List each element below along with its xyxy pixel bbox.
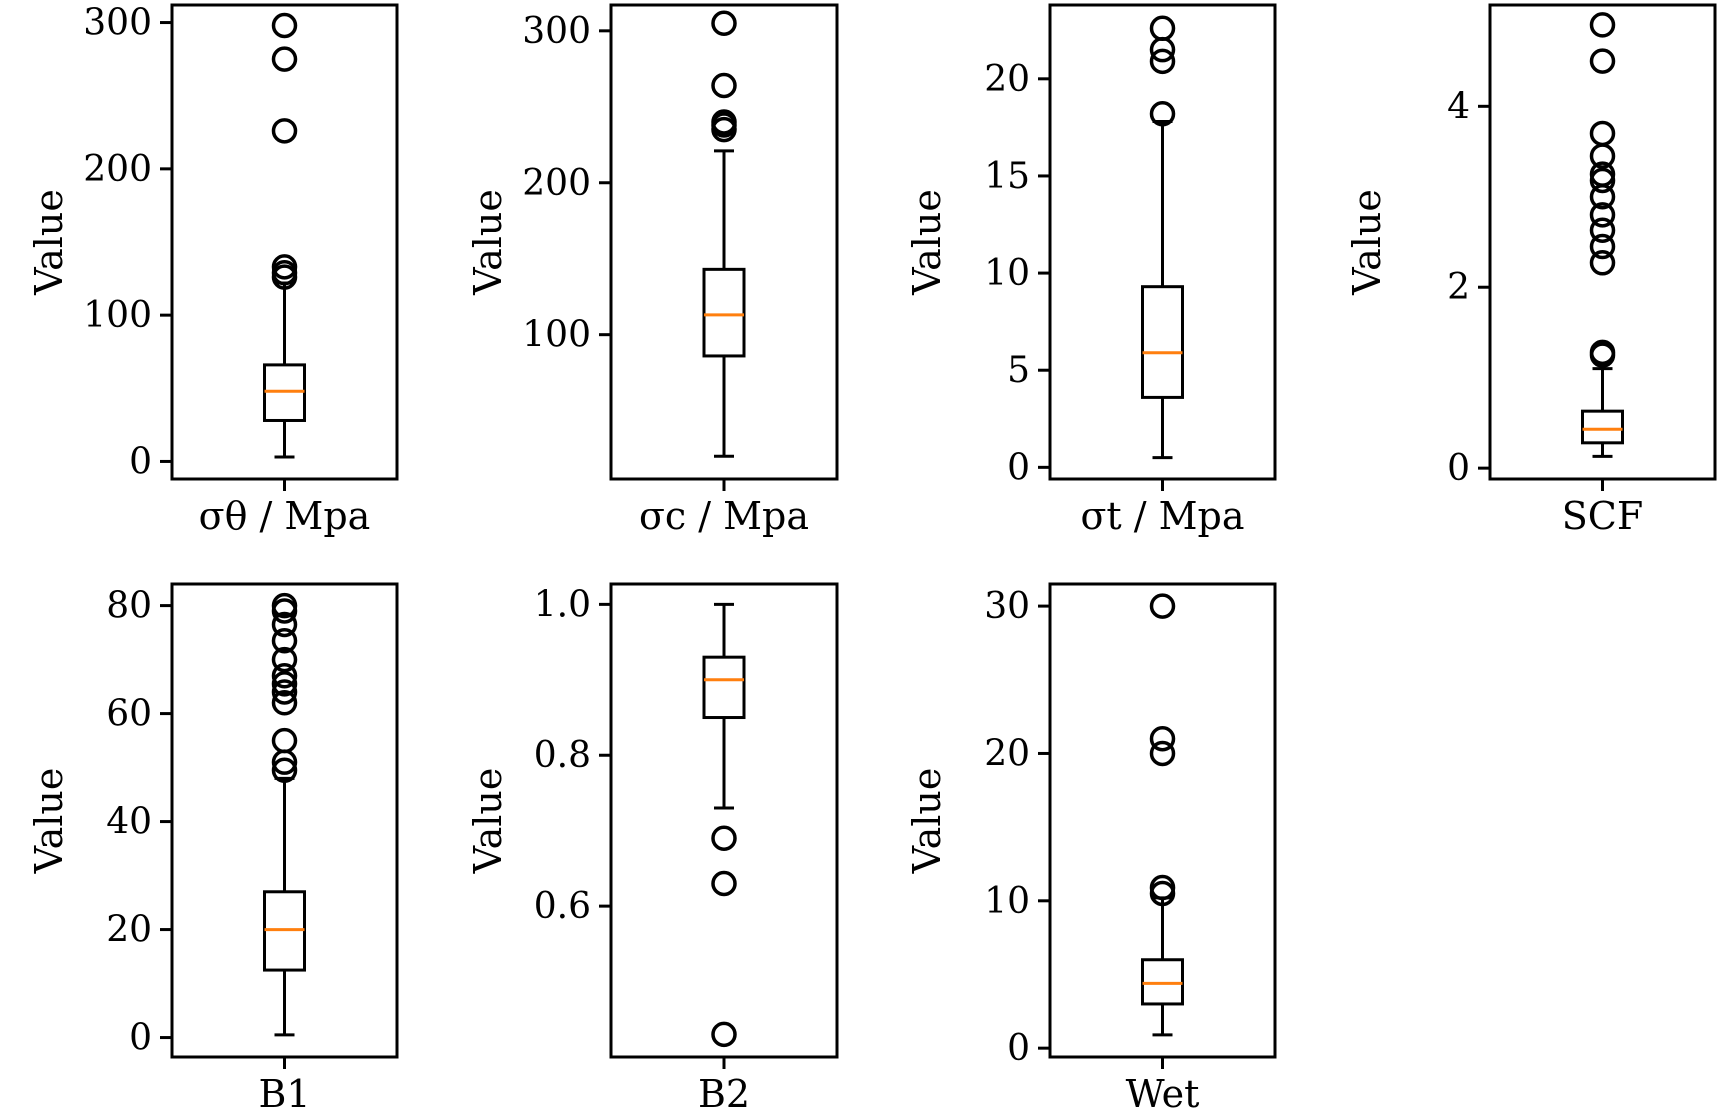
- y-tick-label: 200: [522, 163, 591, 204]
- outlier-point: [1589, 217, 1616, 243]
- outlier-point: [711, 10, 737, 36]
- outlier-point: [711, 825, 737, 851]
- outlier-point: [711, 109, 737, 135]
- y-tick-label: 2: [1447, 267, 1470, 308]
- y-tick-label: 15: [984, 156, 1030, 197]
- y-tick-label: 0: [1447, 448, 1470, 489]
- plot-frame: [170, 3, 399, 481]
- y-tick-label: 0: [129, 1018, 152, 1059]
- outlier-point: [1149, 101, 1176, 127]
- y-tick-label: 0: [1007, 447, 1030, 488]
- x-axis-label: Wet: [1126, 1072, 1200, 1112]
- outlier-point: [1149, 593, 1176, 619]
- outlier-point: [1589, 12, 1616, 38]
- outlier-point: [271, 592, 298, 619]
- y-tick-label: 100: [83, 295, 152, 336]
- y-tick-label: 0.8: [534, 735, 591, 776]
- x-axis-label: SCF: [1562, 494, 1643, 538]
- y-axis-label: Value: [27, 768, 71, 875]
- outlier-point: [271, 646, 298, 673]
- iqr-box: [702, 655, 746, 720]
- outlier-point: [1149, 740, 1176, 767]
- outlier-point: [271, 757, 298, 784]
- y-tick-label: 100: [522, 315, 591, 356]
- y-tick-label: 20: [984, 733, 1030, 774]
- x-axis-label: σc / Mpa: [639, 494, 809, 538]
- x-axis-label: σθ / Mpa: [199, 494, 371, 538]
- y-tick-label: 60: [106, 694, 152, 735]
- panel-6: 0.6 0.8 1.0 Value B2: [466, 582, 839, 1112]
- y-axis-label: Value: [1345, 189, 1389, 296]
- y-tick-label: 300: [83, 3, 152, 44]
- outlier-point: [1589, 339, 1616, 366]
- outlier-point: [271, 727, 298, 754]
- y-axis-label: Value: [466, 189, 510, 296]
- iqr-box: [702, 267, 746, 358]
- panel-2: 100 200 300 Value σc / Mpa: [466, 3, 839, 538]
- outlier-point: [711, 72, 737, 99]
- y-tick-label: 10: [984, 253, 1030, 294]
- outlier-point: [1589, 161, 1616, 187]
- outlier-point: [1149, 48, 1176, 75]
- y-axis-label: Value: [905, 189, 949, 296]
- y-tick-label: 0: [129, 441, 152, 482]
- y-tick-label: 20: [984, 59, 1030, 100]
- outlier-point: [271, 663, 298, 689]
- panel-1: 0 100 200 300 Value σθ / Mpa: [27, 3, 399, 538]
- y-tick-label: 0.6: [534, 886, 591, 927]
- y-tick-label: 1.0: [534, 584, 591, 625]
- y-tick-label: 20: [106, 910, 152, 951]
- outlier-point: [271, 12, 298, 39]
- outlier-point: [1589, 120, 1616, 147]
- plot-frame: [1048, 582, 1277, 1059]
- y-tick-label: 10: [984, 881, 1030, 922]
- outlier-point: [1589, 202, 1616, 228]
- panel-3: 0 5 10 15 20 Value σt / Mpa: [905, 3, 1277, 538]
- outlier-point: [271, 254, 298, 280]
- outlier-point: [1149, 15, 1176, 42]
- x-axis-label: B2: [698, 1072, 750, 1112]
- outlier-point: [271, 118, 298, 144]
- outlier-point: [1589, 250, 1616, 276]
- x-axis-label: σt / Mpa: [1080, 494, 1244, 538]
- outlier-point: [1589, 233, 1616, 260]
- outlier-point: [271, 46, 298, 72]
- outlier-point: [271, 627, 298, 654]
- y-tick-label: 200: [83, 149, 152, 190]
- outlier-point: [271, 611, 298, 638]
- outlier-point: [271, 671, 298, 697]
- panel-4: 0 2 4 Value SCF: [1345, 3, 1717, 538]
- y-tick-label: 30: [984, 586, 1030, 627]
- y-tick-label: 4: [1447, 86, 1470, 127]
- outlier-point: [271, 679, 298, 705]
- x-axis-label: B1: [258, 1072, 310, 1112]
- outlier-point: [1149, 725, 1176, 752]
- outlier-point: [1149, 874, 1176, 901]
- y-tick-label: 80: [106, 586, 152, 627]
- outlier-point: [711, 1021, 737, 1048]
- y-tick-label: 300: [522, 11, 591, 52]
- y-axis-label: Value: [466, 768, 510, 875]
- panel-5: 0 20 40 60 80 Value B1: [27, 582, 399, 1112]
- iqr-box: [1581, 409, 1624, 445]
- y-axis-label: Value: [905, 768, 949, 875]
- y-tick-label: 0: [1007, 1028, 1030, 1069]
- outlier-point: [271, 690, 298, 716]
- y-tick-label: 5: [1007, 350, 1030, 391]
- outlier-point: [711, 870, 737, 897]
- iqr-box: [1141, 285, 1184, 399]
- panel-7: 0 10 20 30 Value Wet: [905, 582, 1277, 1112]
- outlier-point: [1589, 48, 1616, 74]
- y-tick-label: 40: [106, 802, 152, 843]
- y-axis-label: Value: [27, 189, 71, 296]
